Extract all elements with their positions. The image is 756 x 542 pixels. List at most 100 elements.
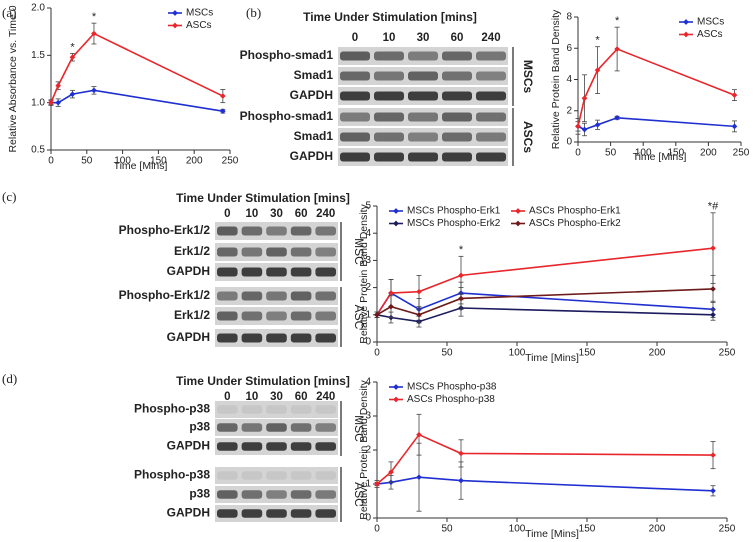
y-tick-label: 0 — [365, 513, 371, 524]
blot-band — [315, 226, 336, 236]
blot-band — [408, 112, 438, 122]
blot-band — [241, 311, 263, 321]
group-label: MSCs — [521, 60, 535, 94]
lane-label: 10 — [246, 391, 259, 403]
row-label: Smad1 — [294, 129, 334, 143]
blot-band — [315, 267, 336, 277]
data-point — [614, 46, 620, 52]
row-label: Erk1/2 — [174, 308, 210, 322]
data-point — [458, 272, 464, 279]
blot-band — [241, 490, 263, 499]
y-tick-label: 3 — [365, 255, 371, 266]
data-point — [710, 245, 716, 251]
blot-band — [266, 471, 287, 480]
blot-band — [374, 71, 404, 81]
blot-band — [266, 442, 287, 451]
blot-band — [290, 442, 312, 451]
row-label: Erk1/2 — [174, 244, 210, 258]
annotation: * — [92, 11, 97, 23]
blot-band — [217, 405, 238, 414]
y-tick-label: 2 — [365, 282, 371, 293]
row-label: GAPDH — [167, 439, 210, 453]
y-tick-label: 8 — [566, 12, 572, 23]
group-label: MSC — [352, 238, 366, 265]
blot-title: Time Under Stimulation [mins] — [176, 191, 350, 205]
blot-band — [241, 333, 263, 343]
blot-band — [266, 490, 287, 499]
blot-band — [476, 71, 506, 81]
blot-band — [290, 267, 312, 277]
blot-band — [315, 423, 336, 432]
x-tick-label: 200 — [700, 148, 717, 159]
blot-band — [241, 291, 263, 301]
blot-band — [266, 423, 287, 432]
x-tick-label: 100 — [509, 348, 526, 359]
group-label: MSC — [352, 415, 366, 442]
blot-band — [217, 490, 238, 499]
blot-band — [442, 112, 472, 122]
x-axis-title: Time [Mins] — [114, 160, 168, 172]
legend-marker — [172, 10, 178, 16]
x-tick-label: 200 — [649, 524, 666, 535]
blot-band — [241, 247, 263, 257]
y-tick-label: 1.0 — [31, 97, 45, 108]
legend-marker — [393, 220, 399, 227]
legend-label: ASCs — [186, 20, 212, 31]
blot-band — [408, 91, 438, 101]
blot-band — [241, 267, 263, 277]
row-label: Phospho-Erk1/2 — [119, 288, 211, 302]
x-tick-label: 100 — [114, 156, 131, 167]
blot-band — [476, 152, 506, 162]
y-tick-label: 1 — [365, 479, 371, 490]
legend-label: ASCs Phospho-p38 — [407, 394, 495, 405]
data-point — [710, 452, 716, 458]
blot-band — [217, 442, 238, 451]
row-label: Smad1 — [294, 68, 334, 82]
blot-band — [241, 423, 263, 432]
blot-band — [241, 471, 263, 480]
blot-band — [241, 442, 263, 451]
x-tick-label: 0 — [374, 348, 380, 359]
legend-label: ASCs Phospho-Erk2 — [529, 218, 621, 229]
annotation: * — [595, 35, 600, 47]
x-tick-label: 50 — [81, 156, 93, 167]
row-label: GAPDH — [167, 330, 210, 344]
data-point — [581, 95, 588, 102]
annotation: * — [615, 15, 620, 27]
blot-band — [290, 247, 312, 257]
data-point — [416, 474, 422, 481]
lane-label: 0 — [224, 391, 230, 403]
blot-band — [217, 226, 238, 236]
data-point — [458, 450, 464, 457]
blot-band — [442, 152, 472, 162]
x-tick-label: 0 — [374, 524, 380, 535]
blot-band — [442, 51, 472, 61]
blot-band — [315, 471, 336, 480]
legend-label: MSCs Phospho-p38 — [407, 382, 497, 393]
x-tick-label: 250 — [733, 148, 750, 159]
x-tick-label: 50 — [441, 524, 453, 535]
y-tick-label: 4 — [365, 377, 371, 388]
x-axis-title: Time [Mins] — [525, 352, 579, 364]
data-point — [374, 311, 380, 318]
row-label: Phospho-smad1 — [240, 48, 334, 62]
blot-band — [217, 247, 238, 257]
row-label: p38 — [189, 487, 210, 501]
blot-band — [266, 333, 287, 343]
y-tick-label: 6 — [566, 43, 572, 54]
data-point — [416, 288, 422, 295]
y-axis-title: Relative Protein Band Density — [358, 204, 370, 344]
blot-band — [476, 132, 506, 142]
data-point — [731, 123, 738, 130]
blot-band — [374, 91, 404, 101]
legend-marker — [393, 384, 399, 390]
lane-label: 240 — [481, 32, 500, 44]
x-tick-label: 250 — [719, 524, 736, 535]
y-tick-label: 0 — [566, 137, 572, 148]
x-tick-label: 150 — [667, 148, 684, 159]
panel-label: (c) — [2, 189, 16, 204]
blot-band — [290, 333, 312, 343]
x-tick-label: 100 — [509, 524, 526, 535]
blot-band — [476, 91, 506, 101]
data-point — [55, 82, 61, 89]
